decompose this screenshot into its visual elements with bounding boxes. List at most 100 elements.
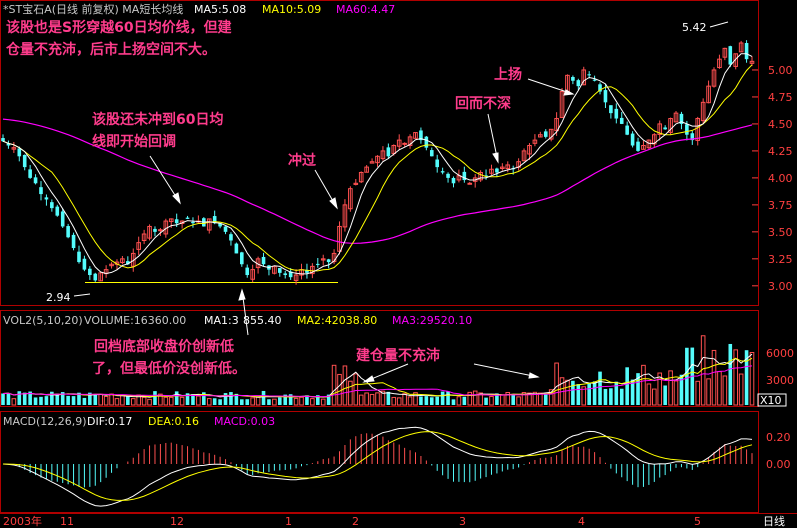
volume-bar-45 [245,399,250,405]
volume-bar-123 [668,370,673,406]
candle-body-31 [168,218,174,223]
arrow-jiancang-left-head [362,375,375,383]
volume-bar-69 [375,392,380,406]
volume-bar-26 [141,396,147,406]
candle-body-107 [581,69,587,86]
annotation-low-1: 回档底部收盘价创新低 [94,338,234,355]
volume-header-ma1: MA1:3 [204,314,239,327]
candle-body-59 [320,258,326,261]
price-tick-label-3: 3.75 [768,199,793,212]
volume-bar-121 [657,372,663,406]
candle-body-97 [527,145,532,155]
candle-body-60 [326,259,331,263]
candle-body-16 [88,268,92,276]
volume-bar-119 [646,383,652,406]
volume-axis-3000: 3000 [766,374,794,387]
volume-bar-79 [429,397,434,405]
candle-body-9 [50,202,54,209]
time-label-5: 5 [694,515,701,528]
volume-bar-78 [424,396,429,405]
candle-body-28 [153,228,157,232]
candle-body-2 [11,147,17,150]
candle-body-119 [646,139,652,149]
candle-body-50 [272,265,277,274]
volume-bar-10 [55,393,60,405]
candle-body-56 [305,269,309,273]
candle-body-96 [521,150,527,162]
volume-bar-97 [527,392,532,406]
annotation-low-2: 了，但最低价没创新低。 [92,360,246,377]
volume-bar-80 [435,396,440,405]
volume-header-ma3: MA3:29520.10 [392,314,472,327]
volume-bar-126 [685,347,689,405]
candle-body-88 [478,171,483,181]
volume-bar-109 [592,381,597,405]
candle-body-85 [462,171,467,181]
volume-bar-60 [326,394,331,405]
candle-body-100 [543,131,548,137]
candle-body-132 [717,58,722,69]
volume-bar-82 [446,391,450,405]
arrow-jiancang-right [473,363,539,378]
volume-bar-58 [315,395,320,405]
volume-bar-41 [223,393,228,405]
candle-body-90 [489,168,494,174]
candle-body-131 [711,69,717,87]
candle-body-136 [738,42,744,53]
volume-bar-107 [581,386,587,406]
volume-bar-64 [348,380,353,406]
volume-bar-24 [130,398,136,406]
candle-body-129 [700,101,706,122]
volume-bar-21 [114,398,120,406]
volume-bar-106 [576,384,581,405]
macd-header-dea: DEA:0.16 [148,415,199,428]
volume-bar-54 [293,397,299,406]
volume-bar-72 [391,396,397,406]
volume-bar-11 [60,392,65,405]
volume-bar-39 [212,398,217,405]
candle-body-126 [685,124,689,135]
time-label-3: 3 [459,515,466,528]
volume-bar-102 [554,362,559,406]
candle-body-138 [749,60,755,64]
volume-bar-105 [571,380,575,405]
annotation-mid-1: 该股还未冲到60日均 [92,111,223,128]
candle-body-22 [120,258,125,263]
volume-header-ma2: MA2:42038.80 [297,314,377,327]
candle-body-98 [532,139,538,144]
ma10-line [2,64,753,272]
annotation-top-left-1: 该股也是S形穿越60日均价线，但建 [6,19,232,36]
volume-bar-34 [185,393,190,405]
volume-bar-84 [456,396,462,406]
volume-bar-96 [521,392,527,406]
chart-header: *ST宝石A(日线 前复权) MA短长均线 MA5:5.08 MA10:5.09… [3,2,395,16]
volume-bar-22 [120,395,125,406]
annotation-arrows [149,78,575,383]
candle-body-8 [44,197,49,200]
candle-body-109 [592,79,597,81]
candle-body-127 [690,133,695,141]
candle-body-89 [484,175,488,177]
volume-axis-6000: 6000 [766,347,794,360]
volume-bar-63 [342,365,348,406]
candle-body-13 [71,234,76,249]
candle-body-44 [240,252,244,265]
candle-body-78 [424,136,429,148]
volume-bar-29 [158,393,163,406]
candle-body-23 [126,261,130,265]
candle-body-62 [337,225,342,252]
arrow-jiancang-right-head [528,372,540,379]
candle-body-53 [288,271,293,278]
annotation-top-left-2: 仓量不充沛，后市上扬空间不大。 [5,41,216,58]
volume-bar-90 [489,395,494,406]
candle-body-76 [413,132,418,139]
candle-body-80 [435,159,440,168]
volume-bar-113 [614,381,619,405]
high-price-label: 5.42 [682,21,707,34]
candle-body-117 [636,141,640,151]
volume-bar-71 [386,391,391,405]
volume-bar-101 [548,389,554,406]
volume-bar-51 [278,397,282,405]
candle-body-137 [744,43,749,60]
